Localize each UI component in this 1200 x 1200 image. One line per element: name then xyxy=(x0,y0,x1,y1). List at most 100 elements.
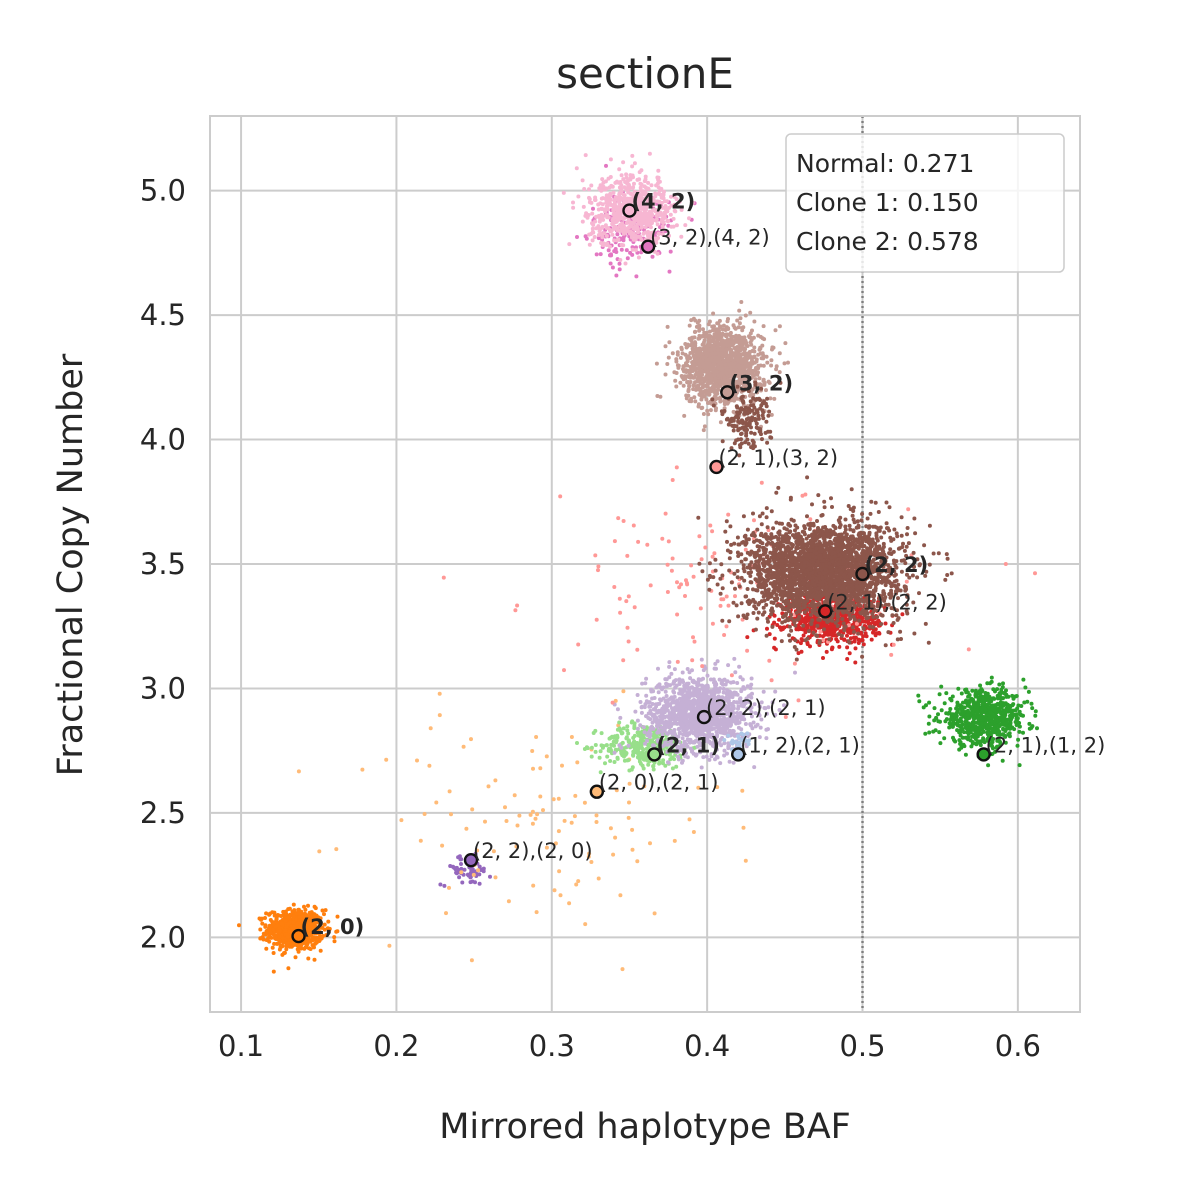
data-point xyxy=(644,676,649,681)
data-point xyxy=(531,766,535,771)
data-point xyxy=(459,862,463,866)
data-point xyxy=(632,733,637,738)
data-point xyxy=(987,716,992,721)
data-point xyxy=(1013,708,1018,713)
data-point xyxy=(515,823,520,828)
data-point xyxy=(650,738,655,743)
data-point xyxy=(722,748,727,753)
data-point xyxy=(641,766,646,771)
data-point xyxy=(672,838,677,843)
data-point xyxy=(989,675,994,680)
data-point xyxy=(983,702,988,707)
data-point xyxy=(713,684,718,689)
data-point xyxy=(266,936,271,941)
data-point xyxy=(307,910,312,915)
data-point xyxy=(322,912,326,917)
data-point xyxy=(942,701,947,706)
data-point xyxy=(286,922,290,927)
data-point xyxy=(972,717,976,721)
data-point xyxy=(752,518,756,523)
data-point xyxy=(1026,689,1031,694)
data-point xyxy=(475,848,480,853)
data-point xyxy=(692,714,697,719)
data-point xyxy=(302,904,306,909)
data-point xyxy=(288,912,293,917)
data-point xyxy=(917,699,922,704)
data-point xyxy=(576,642,581,647)
data-point xyxy=(562,818,567,823)
data-point xyxy=(944,691,949,696)
data-point xyxy=(624,599,629,604)
data-point xyxy=(759,522,764,527)
data-point xyxy=(780,620,785,625)
data-point xyxy=(670,556,675,561)
data-point xyxy=(993,727,998,732)
data-point xyxy=(672,667,677,672)
data-point xyxy=(274,937,278,941)
data-point xyxy=(861,642,866,647)
data-point xyxy=(447,789,452,794)
data-point xyxy=(979,706,984,711)
data-point xyxy=(963,752,968,757)
data-point xyxy=(434,800,439,805)
data-point xyxy=(643,681,648,686)
data-point xyxy=(986,763,991,768)
x-tick-label: 0.2 xyxy=(373,1029,419,1063)
data-point xyxy=(691,574,696,579)
data-point xyxy=(707,587,712,592)
data-point xyxy=(649,724,654,729)
data-point xyxy=(632,726,637,731)
data-point xyxy=(772,613,777,618)
data-point xyxy=(712,551,717,556)
data-point xyxy=(978,740,983,745)
points-layer xyxy=(237,151,1039,974)
data-point xyxy=(659,713,664,718)
data-point xyxy=(261,937,266,942)
data-point xyxy=(636,539,641,544)
x-tick-label: 0.4 xyxy=(684,1029,730,1063)
data-point xyxy=(334,929,339,934)
data-point xyxy=(621,658,626,663)
data-point xyxy=(473,880,477,885)
data-point xyxy=(651,764,656,769)
data-point xyxy=(504,819,509,823)
data-point xyxy=(731,760,736,765)
data-point xyxy=(1001,691,1006,695)
data-point xyxy=(721,720,726,725)
data-point xyxy=(659,708,664,713)
data-point xyxy=(317,938,322,943)
data-point xyxy=(1000,758,1005,763)
data-point xyxy=(582,800,587,805)
data-point xyxy=(631,749,636,754)
data-point xyxy=(983,721,988,726)
data-point xyxy=(714,666,718,671)
data-point xyxy=(506,899,511,904)
data-point xyxy=(835,639,840,644)
data-point xyxy=(1013,720,1018,724)
data-point xyxy=(271,951,276,955)
data-point xyxy=(849,487,854,492)
data-point xyxy=(670,478,675,482)
data-point xyxy=(690,658,695,663)
data-point xyxy=(479,867,484,872)
data-point xyxy=(304,913,309,918)
data-point xyxy=(685,667,690,671)
data-point xyxy=(830,645,835,650)
data-point xyxy=(493,778,498,783)
data-point xyxy=(258,936,263,941)
data-point xyxy=(879,535,884,540)
point-cluster-0 xyxy=(237,902,340,974)
data-point xyxy=(981,725,986,729)
data-point xyxy=(749,682,754,687)
data-point xyxy=(312,957,317,962)
data-point xyxy=(656,719,661,723)
data-point xyxy=(751,720,756,725)
data-point xyxy=(692,679,697,684)
data-point xyxy=(729,690,734,695)
data-point xyxy=(279,921,284,926)
data-point xyxy=(277,928,282,933)
data-point xyxy=(947,710,952,715)
data-point xyxy=(757,735,762,740)
data-point xyxy=(311,930,316,935)
x-tick-label: 0.5 xyxy=(839,1029,885,1063)
